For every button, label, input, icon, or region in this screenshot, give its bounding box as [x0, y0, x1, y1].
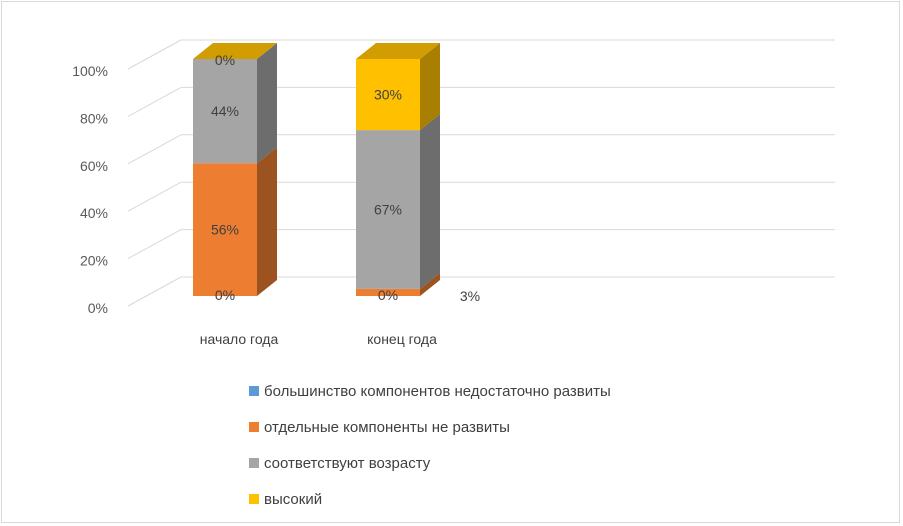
- legend-label: высокий: [264, 491, 322, 508]
- bars: [193, 43, 440, 296]
- y-tick-label: 100%: [72, 63, 108, 79]
- gridline-diagonal: [127, 181, 182, 212]
- data-labels: 0% 56% 44% 0% 0% 3% 67% 30%: [211, 52, 480, 304]
- y-tick-label: 80%: [80, 110, 108, 126]
- legend-label: соответствуют возрасту: [264, 455, 431, 472]
- bar-side: [257, 43, 277, 164]
- y-tick-label: 40%: [80, 205, 108, 221]
- legend-item: отдельные компоненты не развиты: [249, 419, 510, 436]
- data-label: 0%: [215, 287, 235, 303]
- legend-swatch: [249, 422, 259, 432]
- legend-swatch: [249, 494, 259, 504]
- legend-label: отдельные компоненты не развиты: [264, 419, 510, 436]
- x-axis-categories: начало года конец года: [200, 331, 437, 347]
- bar-front: [356, 288, 420, 296]
- legend-swatch: [249, 386, 259, 396]
- data-label: 0%: [378, 287, 398, 303]
- bar-side: [420, 114, 440, 289]
- gridline-diagonal: [127, 86, 182, 117]
- bar-front: [356, 130, 420, 289]
- bar-segment: [356, 43, 440, 131]
- bar-front: [193, 59, 257, 164]
- bar-side: [420, 43, 440, 131]
- y-tick-label: 20%: [80, 253, 108, 269]
- bar-segment: [193, 43, 277, 164]
- bar-segment: [356, 272, 440, 296]
- gridline-diagonal: [127, 229, 182, 260]
- legend: большинство компонентов недостаточно раз…: [249, 383, 611, 508]
- legend-item: соответствуют возрасту: [249, 455, 431, 472]
- y-tick-label: 60%: [80, 158, 108, 174]
- legend-swatch: [249, 458, 259, 468]
- bar-side: [420, 272, 440, 296]
- gridline-diagonal: [127, 134, 182, 165]
- bar-segment: [193, 147, 277, 296]
- bar-front: [356, 59, 420, 131]
- legend-item: большинство компонентов недостаточно раз…: [249, 383, 611, 400]
- gridline-diagonal: [127, 39, 182, 70]
- legend-item: высокий: [249, 491, 322, 508]
- bar-top: [193, 43, 277, 59]
- bar-segment: [356, 114, 440, 289]
- y-axis-ticks: 0% 20% 40% 60% 80% 100%: [72, 63, 108, 316]
- bar-top: [356, 43, 440, 59]
- gridlines: [127, 39, 835, 307]
- legend-label: большинство компонентов недостаточно раз…: [264, 383, 611, 400]
- data-label: 56%: [211, 222, 239, 238]
- data-label: 67%: [374, 201, 402, 217]
- bar-side: [257, 147, 277, 296]
- gridline-diagonal: [127, 276, 182, 307]
- data-label: 30%: [374, 87, 402, 103]
- y-tick-label: 0%: [88, 300, 108, 316]
- x-category-label: начало года: [200, 331, 279, 347]
- bar-front: [193, 163, 257, 296]
- data-label: 44%: [211, 103, 239, 119]
- data-label: 0%: [215, 52, 235, 68]
- x-category-label: конец года: [367, 331, 437, 347]
- data-label: 3%: [460, 288, 480, 304]
